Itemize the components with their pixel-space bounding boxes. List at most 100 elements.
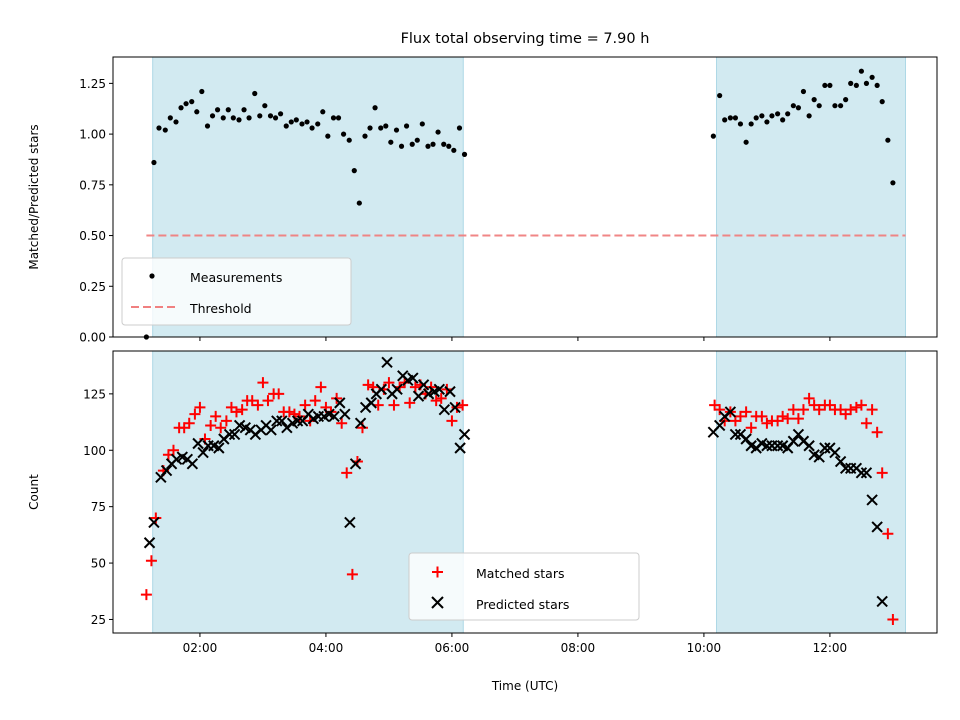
measurement-point [367,125,373,131]
legend-matched-label: Matched stars [476,566,564,581]
matched-star-point [435,392,447,404]
measurement-point [732,115,739,121]
measurement-point [162,127,168,133]
y-tick-label: 1.00 [79,128,106,142]
matched-star-point [309,395,321,407]
measurement-point [257,113,263,119]
measurement-point [194,109,200,115]
matched-star-point [446,415,458,427]
measurement-point [822,82,828,89]
measurement-point [340,131,347,137]
x-axis-label: Time (UTC) [491,679,558,693]
bottom-legend: Matched stars Predicted stars [408,552,640,621]
measurement-point [753,115,759,121]
measurement-point [236,117,242,123]
measurement-point [315,121,321,127]
measurement-point [879,99,885,105]
measurement-point [183,101,189,107]
bottom-x-ticks: 02:00 04:00 06:00 08:00 10:00 12:00 [183,633,848,655]
predicted-star-point [186,458,199,470]
matched-star-point [866,404,878,416]
matched-star-point [236,404,248,416]
predicted-star-point [792,428,805,441]
measurement-point [722,117,728,123]
matched-star-point [876,467,888,479]
bottom-panel: 25 50 75 100 125 02:00 04:00 06:00 08:00 10:00 12… [27,350,938,693]
measurement-point [335,115,342,121]
matched-star-point [183,417,195,429]
measurement-point [710,133,716,139]
matched-star-point [210,410,222,422]
predicted-star-point [871,521,883,533]
measurement-point [869,74,875,80]
matched-star-point [246,395,258,407]
matched-star-point [761,417,773,429]
measurement-point [204,123,211,129]
measurement-point [252,90,258,97]
measurement-point [863,80,870,86]
measurement-point [398,143,405,149]
measurement-point [430,141,436,147]
predicted-star-point [223,428,236,441]
bottom-shaded-intervals [152,350,907,634]
predicted-star-point [213,442,225,454]
measurement-point [272,115,279,121]
top-legend-box [121,257,352,326]
matched-star-point [740,406,752,418]
matched-star-point [777,410,789,422]
matched-star-point [383,377,395,389]
matched-star-point [797,404,809,416]
measurement-point [283,123,289,129]
matched-star-point [756,410,768,422]
measurement-point [214,107,221,113]
measurement-point [330,115,337,121]
measurement-point [156,125,162,131]
measurement-point [262,103,268,109]
measurement-point [780,117,786,123]
predicted-stars-series [143,356,888,608]
predicted-star-point [761,440,773,452]
y-tick-label: 50 [91,557,106,571]
predicted-star-point [724,406,737,418]
predicted-star-point [160,464,173,477]
predicted-star-point [454,442,466,454]
bottom-y-axis-label: Count [27,474,41,510]
measurement-point [743,139,749,145]
matched-star-point [803,392,815,404]
x-tick-label: 10:00 [687,641,722,655]
y-tick-label: 0.25 [79,280,106,294]
measurement-point [383,123,389,129]
measurement-point [435,129,441,135]
measurement-point [277,111,284,117]
predicted-star-point [819,442,831,454]
measurement-point [858,68,865,74]
top-y-axis-label: Matched/Predicted stars [27,124,41,269]
predicted-star-point [740,433,752,445]
measurement-point [325,133,331,139]
y-tick-label: 0.50 [79,229,106,243]
measurement-point [409,141,415,147]
y-tick-label: 75 [91,500,106,514]
x-tick-label: 12:00 [813,641,848,655]
measurement-point [890,180,896,186]
predicted-star-point [265,424,277,436]
top-x-ticks [199,337,831,341]
measurement-point [351,168,357,174]
predicted-star-point [860,467,873,479]
measurement-point [241,107,247,113]
measurement-point [717,92,723,99]
predicted-star-point [803,440,815,452]
matched-star-point [299,399,311,411]
matched-star-point [341,467,353,479]
shaded-interval-2 [716,56,907,338]
measurement-point [451,147,457,153]
matched-star-point [145,555,157,567]
y-tick-label: 100 [83,444,106,458]
predicted-star-point [407,372,419,384]
measurement-point [199,88,205,95]
measurement-point [356,200,362,206]
measurement-point [461,151,468,157]
measurement-point [853,82,859,89]
measurement-point [737,121,744,127]
